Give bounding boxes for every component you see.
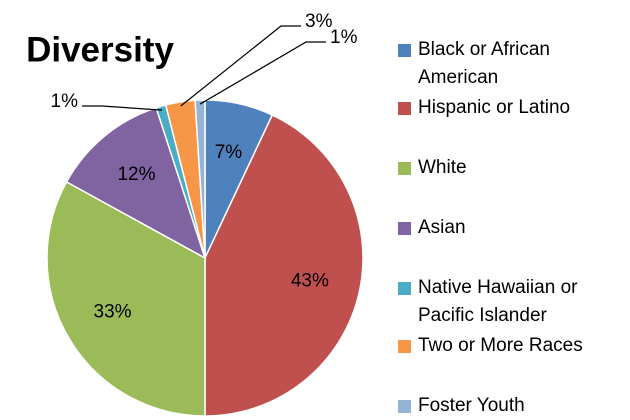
legend-swatch <box>398 400 411 413</box>
data-label: 12% <box>117 164 155 185</box>
pie-slice <box>194 99 206 259</box>
data-label: 3% <box>305 11 333 32</box>
legend-item: Asian <box>398 214 598 242</box>
pie-slice <box>204 114 364 417</box>
leader-line <box>82 105 163 111</box>
legend-swatch <box>398 340 411 353</box>
data-label: 1% <box>330 27 358 48</box>
pie-slice <box>46 180 206 417</box>
chart-title: Diversity <box>26 30 174 69</box>
data-label: 7% <box>215 142 243 163</box>
legend-item: White <box>398 154 598 182</box>
legend-swatch <box>398 222 411 235</box>
data-label: 1% <box>51 91 79 112</box>
legend-label: White <box>418 157 467 178</box>
data-label: 33% <box>94 302 132 323</box>
legend-label: Black or African American <box>418 39 550 88</box>
legend-label: Hispanic or Latino <box>418 97 571 118</box>
legend-label: Native Hawaiian or Pacific Islander <box>418 277 578 326</box>
legend-item: Native Hawaiian or Pacific Islander <box>398 274 598 330</box>
legend-label: Asian <box>418 217 466 238</box>
leader-line <box>199 41 326 105</box>
leader-line <box>180 25 301 107</box>
legend-swatch <box>398 162 411 175</box>
legend-item: Foster Youth <box>398 392 598 420</box>
legend-label: Two or More Races <box>418 335 583 356</box>
legend-swatch <box>398 102 411 115</box>
pie-slice <box>65 106 207 260</box>
legend-swatch <box>398 282 411 295</box>
legend-item: Black or African American <box>398 36 598 92</box>
data-label: 43% <box>291 270 329 291</box>
legend-label: Foster Youth <box>418 395 525 416</box>
legend-swatch <box>398 44 411 57</box>
legend-item: Two or More Races <box>398 332 598 360</box>
legend-item: Hispanic or Latino <box>398 94 598 122</box>
